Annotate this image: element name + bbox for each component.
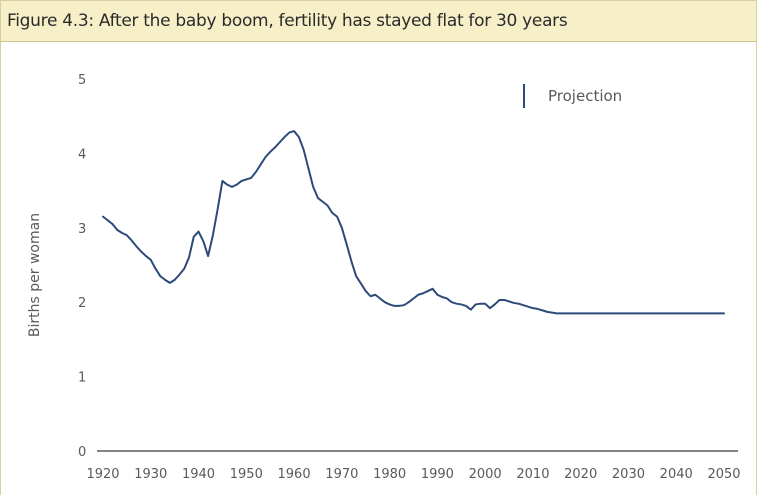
legend: Projection <box>523 84 622 108</box>
x-tick-label: 1950 <box>230 467 263 482</box>
legend-projection-label: Projection <box>548 87 622 105</box>
y-axis-title: Births per woman <box>27 213 43 337</box>
y-tick-label: 4 <box>78 147 86 162</box>
x-tick-label: 1960 <box>278 467 311 482</box>
x-tick-label: 2010 <box>516 467 549 482</box>
x-tick-label: 1970 <box>325 467 358 482</box>
figure-title: Figure 4.3: After the baby boom, fertili… <box>7 11 568 31</box>
y-tick-label: 1 <box>78 371 86 386</box>
y-tick-label: 5 <box>78 73 86 88</box>
x-tick-label: 2030 <box>612 467 645 482</box>
x-tick-label: 2040 <box>660 467 693 482</box>
x-tick-label: 1990 <box>421 467 454 482</box>
x-tick-label: 1920 <box>86 467 119 482</box>
x-tick-label: 1930 <box>134 467 167 482</box>
y-tick-label: 2 <box>78 296 86 311</box>
y-tick-label: 0 <box>78 445 86 460</box>
series-line <box>102 130 725 315</box>
x-tick-label: 1980 <box>373 467 406 482</box>
y-tick-label: 3 <box>78 222 86 237</box>
x-tick-label: 1940 <box>182 467 215 482</box>
x-tick-label: 2020 <box>564 467 597 482</box>
title-bar: Figure 4.3: After the baby boom, fertili… <box>0 0 757 42</box>
x-tick-label: 2000 <box>469 467 502 482</box>
x-tick-label: 2050 <box>707 467 740 482</box>
